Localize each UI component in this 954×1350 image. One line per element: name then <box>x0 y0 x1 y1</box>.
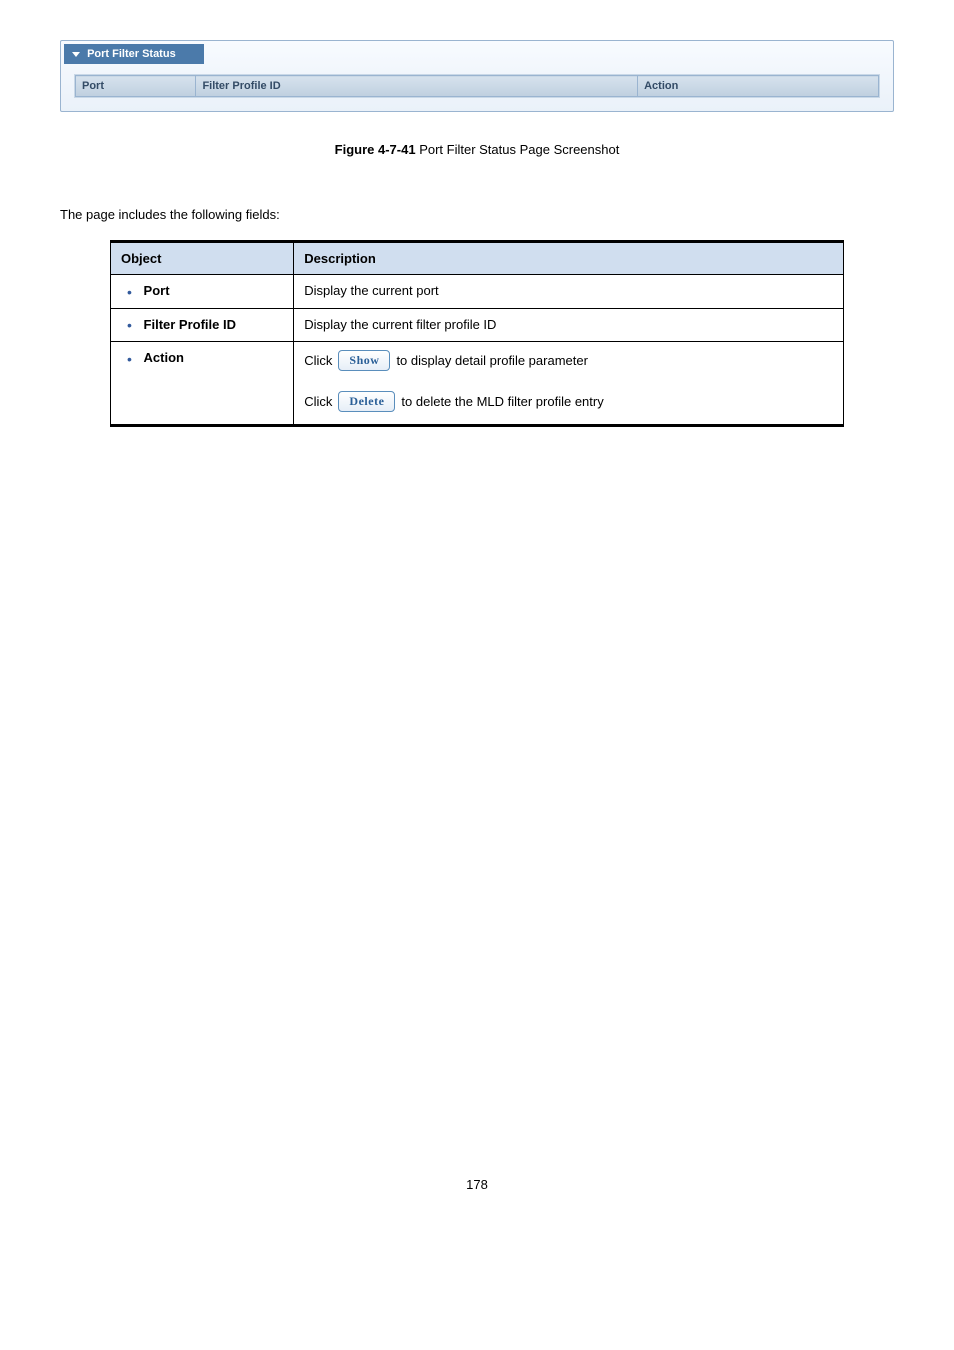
action-post-text: to display detail profile parameter <box>396 353 588 368</box>
action-delete-row: Click Delete to delete the MLD filter pr… <box>304 391 833 412</box>
port-filter-status-panel: Port Filter Status Port Filter Profile I… <box>60 40 894 112</box>
panel-col-filter-profile-id: Filter Profile ID <box>196 76 638 97</box>
show-button[interactable]: Show <box>338 350 390 371</box>
panel-col-action: Action <box>638 76 879 97</box>
obj-header-description: Description <box>294 242 844 275</box>
panel-title: Port Filter Status <box>87 48 176 60</box>
panel-header[interactable]: Port Filter Status <box>64 44 204 64</box>
figure-caption: Figure 4-7-41 Port Filter Status Page Sc… <box>60 142 894 157</box>
desc-port: Display the current port <box>294 275 844 309</box>
action-post-text: to delete the MLD filter profile entry <box>401 394 603 409</box>
delete-button[interactable]: Delete <box>338 391 395 412</box>
action-show-row: Click Show to display detail profile par… <box>304 350 833 371</box>
figure-text: Port Filter Status Page Screenshot <box>419 142 619 157</box>
click-text: Click <box>304 353 332 368</box>
click-text: Click <box>304 394 332 409</box>
table-row: • Port Display the current port <box>111 275 844 309</box>
bullet-icon: • <box>127 284 132 300</box>
field-port: Port <box>144 283 170 298</box>
field-action: Action <box>144 350 184 365</box>
panel-table: Port Filter Profile ID Action <box>75 75 879 97</box>
intro-text: The page includes the following fields: <box>60 207 894 222</box>
obj-header-object: Object <box>111 242 294 275</box>
chevron-down-icon <box>72 52 80 57</box>
page-number: 178 <box>60 1177 894 1192</box>
object-description-table: Object Description • Port Display the cu… <box>110 240 844 427</box>
panel-body: Port Filter Profile ID Action <box>74 74 880 98</box>
figure-number: Figure 4-7-41 <box>335 142 416 157</box>
bullet-icon: • <box>127 351 132 367</box>
desc-filter-profile-id: Display the current filter profile ID <box>294 308 844 342</box>
table-row: • Filter Profile ID Display the current … <box>111 308 844 342</box>
panel-col-port: Port <box>76 76 196 97</box>
table-row: • Action Click Show to display detail pr… <box>111 342 844 426</box>
field-filter-profile-id: Filter Profile ID <box>144 317 236 332</box>
bullet-icon: • <box>127 317 132 333</box>
